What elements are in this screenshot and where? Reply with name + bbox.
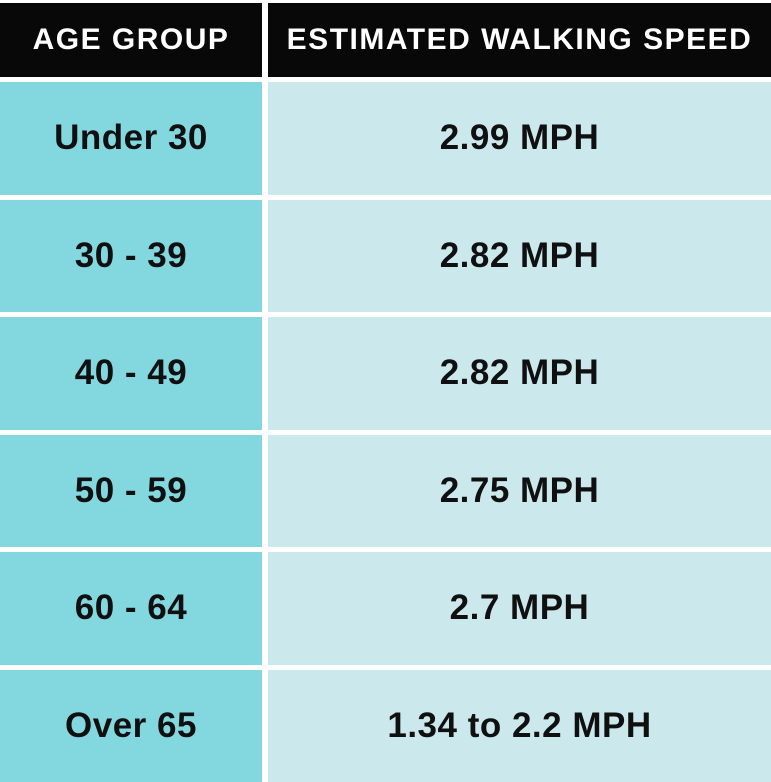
age-group-cell-50-59: 50 - 59 [0,434,262,547]
age-group-cell-30-39: 30 - 39 [0,199,262,312]
age-group-cell-60-64: 60 - 64 [0,552,262,665]
column-header-age-group: AGE GROUP [0,3,262,77]
speed-cell-50-59: 2.75 MPH [268,434,771,547]
age-group-cell-under-30: Under 30 [0,82,262,195]
speed-cell-60-64: 2.7 MPH [268,552,771,665]
age-group-cell-over-65: Over 65 [0,669,262,782]
speed-cell-30-39: 2.82 MPH [268,199,771,312]
speed-cell-under-30: 2.99 MPH [268,82,771,195]
age-group-cell-40-49: 40 - 49 [0,317,262,430]
speed-cell-over-65: 1.34 to 2.2 MPH [268,669,771,782]
speed-cell-40-49: 2.82 MPH [268,317,771,430]
column-header-walking-speed: ESTIMATED WALKING SPEED [268,3,771,77]
